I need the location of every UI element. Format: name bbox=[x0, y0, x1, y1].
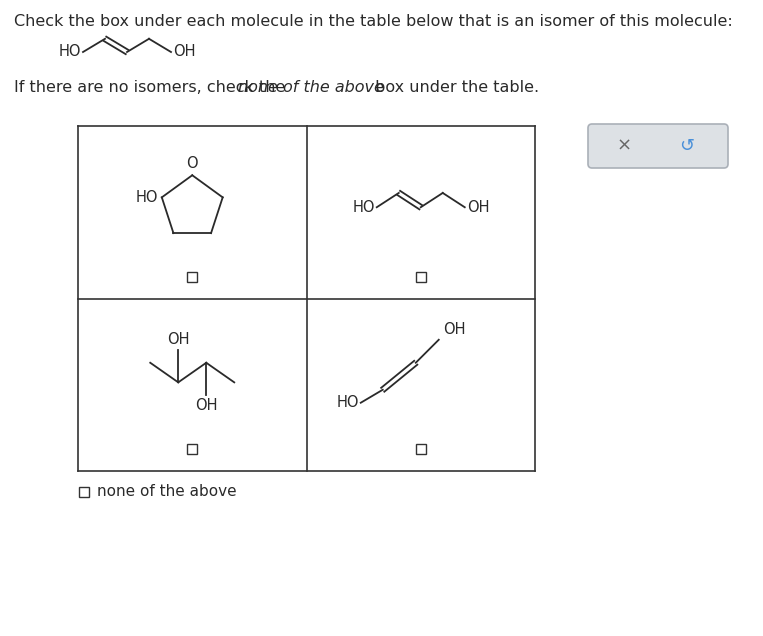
Text: ↺: ↺ bbox=[679, 137, 694, 155]
Text: OH: OH bbox=[443, 322, 465, 336]
Text: ×: × bbox=[617, 137, 632, 155]
FancyBboxPatch shape bbox=[588, 124, 728, 168]
Text: O: O bbox=[186, 156, 198, 171]
Text: HO: HO bbox=[336, 395, 359, 410]
Text: HO: HO bbox=[59, 45, 81, 60]
Text: OH: OH bbox=[467, 200, 489, 215]
Text: box under the table.: box under the table. bbox=[370, 80, 539, 95]
Text: OH: OH bbox=[173, 45, 195, 60]
Text: HO: HO bbox=[353, 200, 375, 215]
Text: OH: OH bbox=[195, 398, 217, 413]
Text: Check the box under each molecule in the table below that is an isomer of this m: Check the box under each molecule in the… bbox=[14, 14, 732, 29]
Bar bbox=[79, 487, 89, 497]
Bar bbox=[416, 444, 426, 454]
Text: HO: HO bbox=[135, 190, 158, 205]
Bar bbox=[187, 272, 198, 282]
Text: none of the above: none of the above bbox=[97, 485, 237, 499]
Text: none of the above: none of the above bbox=[238, 80, 384, 95]
Text: OH: OH bbox=[167, 333, 189, 347]
Bar bbox=[416, 272, 426, 282]
Bar bbox=[187, 444, 198, 454]
Text: If there are no isomers, check the: If there are no isomers, check the bbox=[14, 80, 291, 95]
